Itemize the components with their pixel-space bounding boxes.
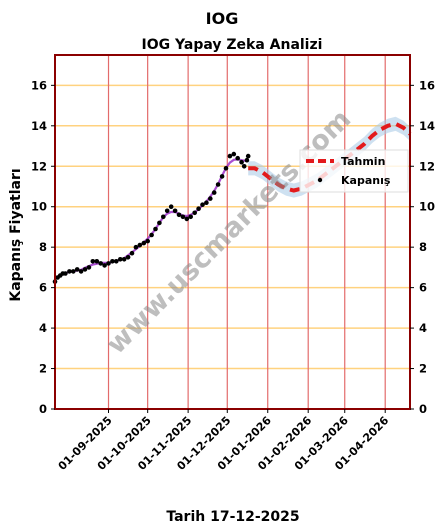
y-tick-label: 12 — [31, 159, 47, 173]
closing-price-points — [52, 151, 251, 284]
closing-price-point — [219, 174, 225, 179]
closing-price-point — [215, 182, 221, 187]
closing-price-point — [78, 269, 84, 274]
watermark: www.uscmarkets.com — [101, 104, 358, 361]
closing-price-point — [153, 226, 158, 232]
y-tick-label: 8 — [39, 240, 47, 254]
legend: Tahmin Kapanış — [299, 149, 409, 193]
y-tick-label-right: 2 — [419, 362, 427, 376]
closing-price-point — [211, 190, 217, 195]
closing-price-point — [149, 232, 154, 238]
closing-price-point — [98, 261, 103, 266]
y-tick-label: 4 — [39, 321, 47, 335]
closing-price-point — [227, 153, 233, 159]
closing-price-point — [133, 244, 139, 250]
closing-price-point — [161, 214, 166, 220]
closing-price-point — [145, 238, 150, 244]
plot-frame — [54, 54, 411, 410]
closing-price-point — [137, 242, 143, 248]
forecast-polyline — [248, 121, 412, 193]
closing-price-point — [118, 257, 123, 262]
legend-forecast-label: Tahmin — [341, 155, 385, 168]
closing-price-point — [200, 202, 205, 207]
closing-price-point — [94, 259, 100, 264]
y-tick-label: 2 — [39, 362, 47, 376]
closing-price-point — [184, 216, 190, 222]
closing-price-point — [244, 157, 250, 163]
closing-price-point — [188, 214, 193, 220]
closing-price-point — [71, 269, 76, 274]
closing-price-point — [235, 155, 240, 161]
closing-price-point — [164, 208, 170, 214]
closing-price-point — [114, 259, 119, 264]
y-axis-left: 0 2 4 6 8 10 12 14 16 — [31, 78, 55, 416]
x-axis-label: Tarih 17-12-2025 — [166, 509, 299, 525]
forecast-line — [248, 121, 412, 193]
y-tick-label-right: 0 — [419, 402, 427, 416]
closing-price-point — [129, 250, 135, 256]
plot-grid — [55, 55, 410, 410]
y-tick-label-right: 16 — [419, 78, 435, 92]
y-tick-label-right: 8 — [419, 240, 427, 254]
chart-title: IOG Yapay Zeka Analizi — [142, 37, 323, 53]
closing-price-point — [245, 153, 251, 159]
x-axis: 01-09-202501-10-202501-11-202501-12-2025… — [56, 409, 392, 473]
y-tick-label: 14 — [31, 119, 47, 133]
closing-price-point — [239, 159, 244, 165]
closing-price-point — [141, 240, 147, 246]
closing-price-point — [63, 271, 68, 276]
page-title: IOG — [206, 9, 239, 28]
y-tick-label: 6 — [39, 281, 47, 295]
closing-price-point — [180, 214, 186, 220]
closing-price-point — [82, 267, 88, 272]
closing-price-point — [86, 265, 92, 270]
y-tick-label-right: 4 — [419, 321, 427, 335]
y-tick-label: 0 — [39, 402, 47, 416]
closing-price-point — [196, 206, 201, 211]
closing-price-point — [192, 210, 197, 216]
y-tick-label-right: 14 — [419, 119, 435, 133]
closing-price-point — [121, 257, 127, 262]
closing-price-point — [106, 261, 111, 266]
legend-closing-label: Kapanış — [341, 174, 391, 187]
closing-price-point — [90, 259, 96, 264]
legend-box — [299, 149, 409, 193]
closing-price-point — [157, 220, 162, 226]
closing-price-point — [204, 200, 209, 205]
closing-price-point — [168, 204, 174, 209]
closing-price-point — [172, 208, 178, 214]
closing-price-point — [176, 212, 182, 218]
closing-price-point — [208, 196, 213, 201]
closing-price-point — [67, 269, 72, 274]
closing-price-point — [110, 259, 115, 264]
closing-price-point — [223, 166, 229, 171]
closing-price-point — [241, 164, 247, 169]
y-axis-label: Kapanış Fiyatları — [8, 168, 24, 301]
closing-price-point — [102, 263, 107, 268]
y-tick-label: 10 — [31, 200, 47, 214]
y-tick-label-right: 12 — [419, 159, 435, 173]
y-tick-label-right: 10 — [419, 200, 435, 214]
closing-price-point — [125, 254, 131, 260]
legend-closing-swatch — [317, 177, 323, 183]
closing-price-point — [74, 267, 80, 272]
y-tick-label-right: 6 — [419, 281, 427, 295]
y-tick-label: 16 — [31, 78, 47, 92]
closing-price-point — [231, 151, 237, 157]
y-axis-right: 0 2 4 6 8 10 12 14 16 — [410, 78, 435, 416]
